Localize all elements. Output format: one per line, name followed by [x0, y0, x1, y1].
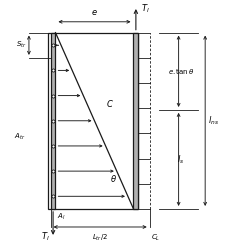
- Bar: [48, 33, 137, 209]
- Text: $T_l$: $T_l$: [40, 231, 49, 243]
- Text: $A_l$: $A_l$: [56, 212, 65, 222]
- Text: $S_{tr}$: $S_{tr}$: [16, 40, 26, 50]
- Text: $l_{ns}$: $l_{ns}$: [207, 115, 218, 127]
- Text: $l_s$: $l_s$: [177, 153, 184, 166]
- Text: $e$: $e$: [91, 8, 98, 17]
- Text: $\theta$: $\theta$: [109, 173, 116, 184]
- Text: $e.\tan\theta$: $e.\tan\theta$: [167, 67, 194, 76]
- Bar: [50, 33, 55, 209]
- Bar: [133, 33, 138, 209]
- Text: $A_{tr}$: $A_{tr}$: [14, 131, 26, 141]
- Text: $L_{tr}/2$: $L_{tr}/2$: [92, 233, 108, 243]
- Text: $T_l$: $T_l$: [140, 2, 149, 15]
- Text: $C_L$: $C_L$: [150, 233, 160, 243]
- Text: $C$: $C$: [106, 98, 114, 109]
